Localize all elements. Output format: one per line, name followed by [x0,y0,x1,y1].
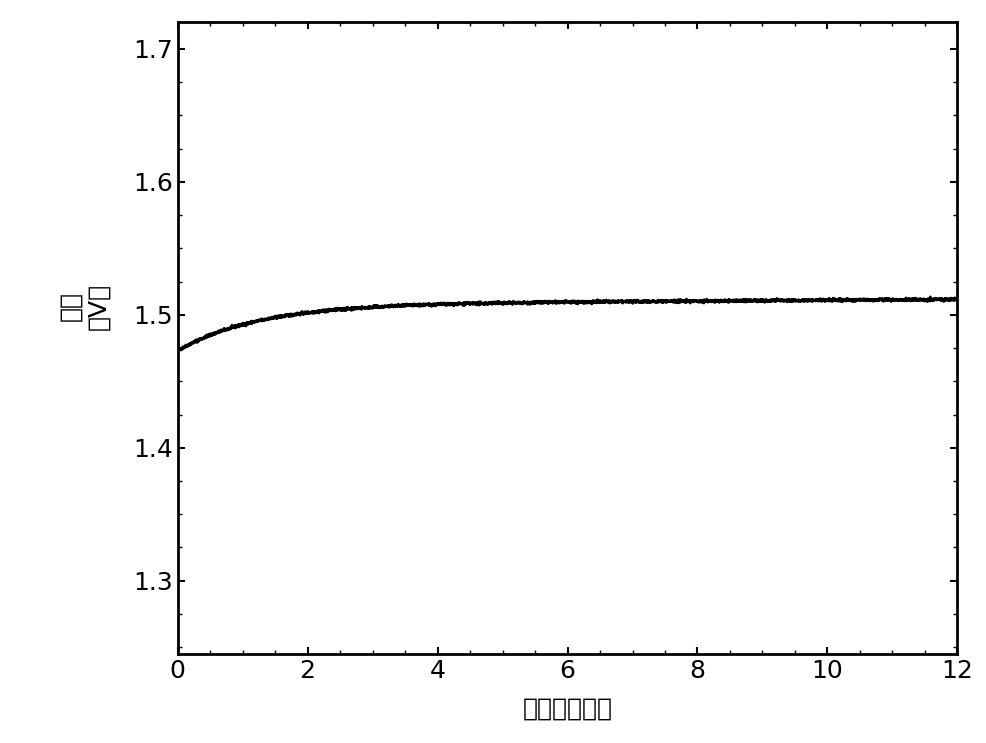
Text: 电位
（V）: 电位 （V） [58,283,109,330]
X-axis label: 时间（小时）: 时间（小时） [522,697,612,721]
